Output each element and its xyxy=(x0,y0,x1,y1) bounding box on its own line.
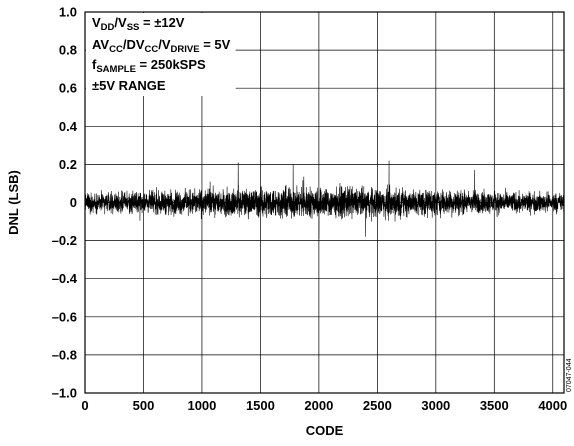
y-tick-label: 1.0 xyxy=(59,5,77,20)
dnl-series xyxy=(84,160,565,239)
x-tick-label: 0 xyxy=(81,398,88,413)
x-tick-label: 500 xyxy=(133,398,155,413)
y-tick-label: 0.8 xyxy=(59,43,77,58)
x-tick-label: 2500 xyxy=(363,398,392,413)
annotation-line: VDD/VSS = ±12V xyxy=(92,15,185,33)
y-tick-label: 0.6 xyxy=(59,81,77,96)
annotation-box xyxy=(86,13,236,96)
y-tick-label: –1.0 xyxy=(52,386,77,401)
x-axis-title: CODE xyxy=(306,423,344,438)
dnl-line xyxy=(84,160,565,239)
y-axis-title: DNL (LSB) xyxy=(6,170,21,235)
plot-frame xyxy=(84,11,565,394)
x-tick-label: 2000 xyxy=(304,398,333,413)
y-tick-label: –0.4 xyxy=(52,271,78,286)
annotation-line: AVCC/DVCC/VDRIVE = 5V xyxy=(92,37,231,55)
y-tick-label: –0.2 xyxy=(52,233,77,248)
annotation-block: VDD/VSS = ±12V AVCC/DVCC/VDRIVE = 5V fSAMP… xyxy=(92,15,231,93)
x-tick-label: 1000 xyxy=(187,398,216,413)
y-tick-label: 0.4 xyxy=(59,119,78,134)
y-tick-label: –0.6 xyxy=(52,309,77,324)
annotation-line: ±5V RANGE xyxy=(92,78,166,93)
annotation-line: fSAMPLE = 250kSPS xyxy=(92,57,206,75)
x-tick-label: 1500 xyxy=(246,398,275,413)
figure-code: 07047-044 xyxy=(566,358,573,392)
x-tick-label: 3000 xyxy=(421,398,450,413)
axis-ticks: 0 500 1000 1500 2000 2500 3000 3500 4000 1.0 0.8 0.… xyxy=(52,5,568,414)
y-tick-label: 0 xyxy=(70,195,77,210)
x-tick-label: 4000 xyxy=(538,398,567,413)
x-tick-label: 3500 xyxy=(480,398,509,413)
y-tick-label: 0.2 xyxy=(59,157,77,172)
y-tick-label: –0.8 xyxy=(52,347,77,362)
